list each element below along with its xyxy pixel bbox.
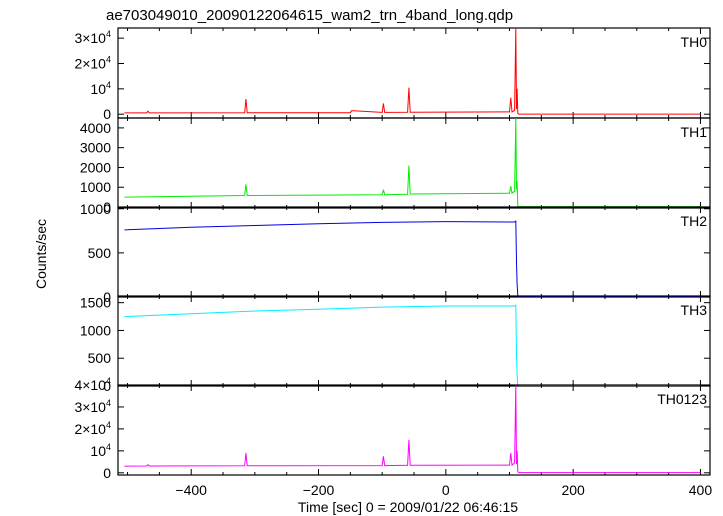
y-tick-label: 1000	[80, 322, 111, 338]
x-tick-label: 200	[561, 482, 585, 498]
y-tick-label: 1000	[80, 179, 111, 195]
y-tick-label: 0	[103, 199, 111, 215]
x-axis-title: Time [sec] 0 = 2009/01/22 06:46:15	[298, 499, 518, 515]
series-line-th2	[124, 220, 701, 298]
panel-th0: 0 104 2×104 3×104 TH0	[74, 27, 711, 122]
x-tick-label: −400	[175, 482, 207, 498]
series-line-th0123	[124, 384, 701, 474]
panel-frame	[117, 206, 711, 298]
panel-th3: 0 500 1000 1500 TH3	[80, 295, 711, 394]
y-tick-label: 0	[103, 106, 111, 122]
y-tick-label: 4×104	[74, 376, 111, 393]
y-tick-label: 4000	[80, 120, 111, 136]
y-tick-label: 500	[88, 245, 112, 261]
panel-frame	[117, 295, 711, 387]
y-tick-label: 0	[103, 378, 111, 394]
y-tick-label: 104	[90, 442, 111, 459]
panel-th0123: 0 104 2×104 3×104 4×104 TH0123	[74, 376, 711, 481]
x-tick-label: 400	[689, 482, 713, 498]
panel-frame	[117, 117, 711, 209]
y-tick-label: 3000	[80, 140, 111, 156]
series-line-th0	[124, 27, 701, 115]
panel-label: TH1	[681, 124, 708, 140]
x-tick-label: 0	[442, 482, 450, 498]
series-line-th3	[124, 304, 701, 386]
y-tick-label: 2×104	[74, 54, 111, 71]
y-tick-label: 0	[103, 289, 111, 305]
panel-th2: 0 500 1000 TH2	[80, 201, 711, 305]
y-tick-label: 0	[103, 465, 111, 481]
x-axis-labels: −400 −200 0 200 400	[175, 482, 712, 498]
y-tick-label: 3×104	[74, 398, 111, 415]
panel-label: TH3	[681, 302, 708, 318]
series-line-th1	[124, 117, 701, 208]
panel-label: TH0	[681, 34, 708, 50]
panel-frame	[117, 27, 711, 119]
panel-frame	[117, 384, 711, 476]
y-tick-label: 1500	[80, 295, 111, 311]
y-tick-label: 500	[88, 350, 112, 366]
y-tick-label: 3×104	[74, 29, 111, 46]
chart-title: ae703049010_20090122064615_wam2_trn_4ban…	[106, 7, 513, 24]
y-tick-label: 1000	[80, 201, 111, 217]
panel-label: TH0123	[657, 391, 707, 407]
y-tick-label: 104	[90, 80, 111, 97]
y-tick-label: 2000	[80, 159, 111, 175]
y-axis-title: Counts/sec	[33, 219, 49, 289]
panel-label: TH2	[681, 213, 708, 229]
y-tick-label: 2×104	[74, 420, 111, 437]
x-tick-label: −200	[303, 482, 335, 498]
